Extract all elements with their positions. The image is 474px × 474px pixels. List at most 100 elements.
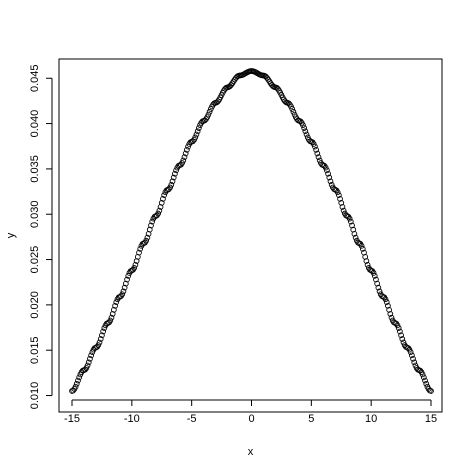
data-point <box>131 264 138 271</box>
data-point <box>394 322 401 329</box>
data-point <box>95 342 102 349</box>
data-point <box>358 242 365 249</box>
data-point <box>157 204 164 210</box>
data-point <box>160 195 166 202</box>
data-point <box>300 122 306 129</box>
data-point <box>352 234 359 241</box>
data-point <box>405 345 412 351</box>
data-point <box>386 307 392 313</box>
data-point <box>302 128 309 135</box>
data-point <box>124 276 130 283</box>
data-point <box>206 108 213 115</box>
data-point <box>363 258 370 264</box>
data-point <box>338 200 345 206</box>
data-point <box>422 377 428 384</box>
data-point <box>370 270 377 276</box>
data-point <box>172 170 178 177</box>
data-point <box>407 349 414 356</box>
y-axis: 0.010 0.015 0.020 0.025 0.030 0.035 0.040 0.045 <box>29 64 53 409</box>
y-axis-title: y <box>5 232 17 238</box>
data-point <box>108 314 115 321</box>
data-point <box>137 245 144 252</box>
data-point <box>351 230 358 237</box>
data-point <box>185 143 191 150</box>
data-point <box>337 195 343 202</box>
plot-frame <box>58 58 443 413</box>
x-tick-label: -5 <box>187 413 197 425</box>
data-point <box>156 207 163 214</box>
data-point <box>334 189 341 196</box>
data-point <box>109 311 116 317</box>
data-point <box>205 111 212 118</box>
data-point <box>303 131 310 138</box>
data-point <box>75 377 81 384</box>
data-point <box>82 366 89 373</box>
data-point <box>192 134 199 141</box>
data-point <box>87 355 93 362</box>
x-tick-label: 10 <box>365 413 377 425</box>
data-point <box>113 299 120 305</box>
data-point <box>420 374 427 381</box>
data-point <box>373 276 379 283</box>
data-point <box>179 160 185 166</box>
data-point <box>180 157 187 164</box>
data-point <box>121 284 128 291</box>
y-tick-label: 0.035 <box>29 155 41 183</box>
data-point <box>169 178 176 185</box>
data-point <box>314 150 321 157</box>
data-point <box>155 210 162 217</box>
data-point <box>410 355 416 362</box>
data-point <box>310 141 317 147</box>
data-point <box>289 106 296 112</box>
data-point <box>122 280 129 287</box>
data-point <box>315 154 322 160</box>
data-points <box>69 68 434 394</box>
data-point <box>327 178 334 185</box>
data-point <box>158 200 165 206</box>
data-point <box>143 237 150 244</box>
data-point <box>328 181 335 188</box>
data-point <box>97 336 104 342</box>
data-point <box>184 147 190 153</box>
data-point <box>326 174 333 181</box>
data-point <box>322 164 329 171</box>
data-point <box>371 273 378 279</box>
y-tick-label: 0.045 <box>29 64 41 92</box>
data-point <box>100 328 106 335</box>
data-point <box>132 261 139 268</box>
data-point <box>359 245 366 252</box>
data-point <box>73 380 80 387</box>
data-point <box>375 284 382 291</box>
data-point <box>395 325 402 331</box>
data-point <box>101 325 108 331</box>
data-point <box>196 125 202 131</box>
data-point <box>428 388 434 394</box>
y-tick-label: 0.015 <box>29 336 41 364</box>
x-tick-label: 15 <box>425 413 437 425</box>
data-point <box>96 339 103 346</box>
data-point <box>376 288 383 295</box>
data-point <box>374 280 381 287</box>
data-point <box>397 328 403 335</box>
data-point <box>336 192 342 199</box>
data-point <box>76 374 83 381</box>
data-point <box>107 317 114 324</box>
data-point <box>409 352 415 359</box>
data-point <box>84 362 91 369</box>
data-point <box>120 288 127 295</box>
data-point <box>340 207 347 214</box>
x-tick-label: -15 <box>64 413 80 425</box>
data-point <box>364 261 371 268</box>
data-point <box>325 170 331 177</box>
data-point <box>125 273 132 279</box>
y-tick-label: 0.030 <box>29 200 41 228</box>
data-point <box>161 192 167 199</box>
data-point <box>88 352 95 359</box>
data-point <box>149 218 156 225</box>
data-point <box>168 181 175 188</box>
data-point <box>193 131 200 138</box>
x-tick-label: 0 <box>248 413 254 425</box>
data-point <box>119 291 126 298</box>
data-point <box>400 339 407 346</box>
